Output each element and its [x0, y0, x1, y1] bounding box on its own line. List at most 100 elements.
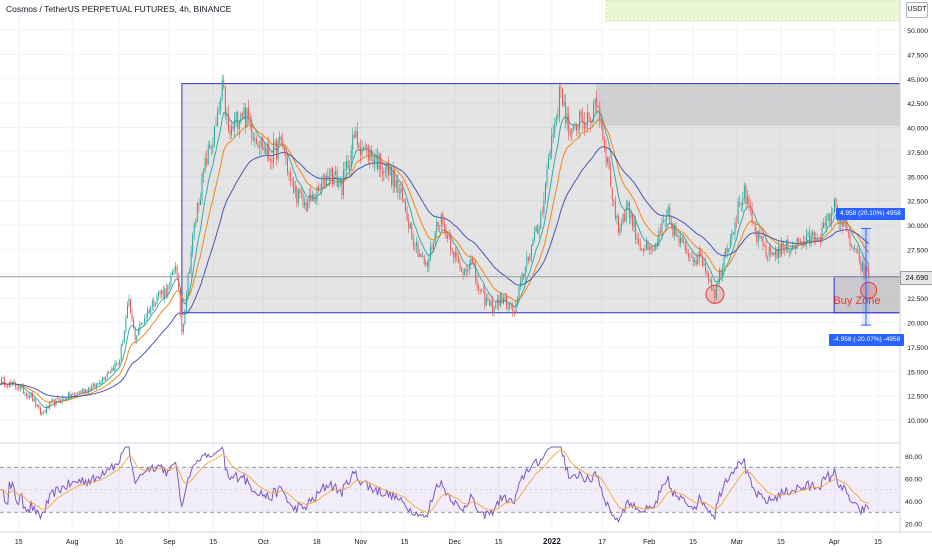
candle-body: [551, 136, 553, 153]
candle-body: [849, 233, 851, 246]
candle-body: [778, 246, 779, 258]
candle-body: [459, 262, 461, 269]
candle-body: [147, 309, 149, 317]
candle-body: [451, 249, 453, 252]
candle-body: [44, 411, 46, 413]
candle-body: [835, 198, 837, 207]
y-tick-label: 37.500: [907, 150, 928, 157]
candle-body: [562, 88, 564, 105]
candle-body: [408, 220, 410, 229]
candle-body: [756, 231, 758, 242]
candle-body: [229, 129, 231, 135]
candle-body: [150, 306, 152, 314]
candle-body: [552, 133, 554, 137]
candle-body: [557, 116, 559, 118]
candle-body: [723, 257, 725, 268]
candle-body: [745, 185, 747, 204]
candle-body: [485, 298, 487, 306]
candle-body: [313, 194, 315, 202]
candle-body: [168, 284, 170, 286]
candle-body: [447, 235, 449, 239]
candle-body: [94, 383, 96, 388]
candle-body: [347, 161, 349, 169]
candle-body: [631, 213, 633, 227]
candle-body: [790, 248, 792, 253]
candle-body: [764, 245, 766, 247]
candle-body: [627, 202, 629, 207]
candle-body: [656, 242, 658, 246]
candle-body: [296, 187, 298, 204]
candle-body: [300, 193, 302, 194]
candle-body: [541, 212, 543, 213]
candle-body: [4, 378, 6, 387]
candle-body: [739, 201, 741, 203]
candle-body: [420, 254, 422, 258]
candle-body: [29, 396, 31, 398]
candle-body: [92, 383, 94, 387]
candle-body: [78, 391, 80, 394]
candle-body: [801, 241, 803, 245]
candle-body: [125, 318, 127, 331]
candle-body: [415, 242, 417, 247]
candle-body: [391, 166, 393, 186]
candle-body: [792, 245, 793, 249]
candle-body: [10, 381, 12, 384]
candle-body: [602, 123, 604, 140]
last-price-tag: 24.690: [900, 271, 932, 285]
candle-body: [426, 262, 428, 267]
candle-body: [439, 225, 441, 227]
candle-body: [750, 204, 752, 209]
candle-body: [332, 168, 334, 185]
candle-body: [846, 222, 848, 232]
candle-body: [321, 182, 323, 189]
candle-body: [61, 397, 63, 403]
candle-body: [560, 87, 562, 89]
candle-body: [414, 245, 416, 247]
candle-body: [181, 315, 183, 333]
candle-body: [788, 251, 790, 253]
candle-body: [737, 201, 739, 223]
candle-body: [55, 398, 57, 406]
candle-body: [274, 141, 276, 142]
candle-body: [262, 138, 264, 150]
candle-body: [583, 121, 585, 129]
candle-body: [89, 388, 91, 391]
candle-body: [122, 342, 124, 345]
candle-body: [342, 170, 344, 195]
candle-body: [771, 252, 773, 255]
candle-body: [532, 239, 534, 246]
candle-body: [819, 238, 821, 242]
candle-body: [495, 304, 497, 309]
candle-body: [341, 180, 343, 195]
candle-body: [182, 324, 184, 333]
x-tick-label: Oct: [258, 539, 269, 546]
candle-body: [593, 103, 595, 123]
candle-body: [478, 285, 480, 290]
candle-body: [21, 386, 23, 387]
candle-body: [866, 267, 868, 270]
candle-body: [586, 112, 588, 127]
candle-body: [349, 166, 351, 169]
candle-body: [476, 278, 478, 286]
candle-body: [681, 237, 683, 242]
candle-body: [291, 178, 293, 181]
candle-body: [70, 394, 72, 397]
candle-body: [436, 221, 438, 232]
candle-body: [204, 158, 206, 172]
candle-body: [316, 187, 318, 202]
currency-button[interactable]: USDT: [906, 2, 928, 18]
candle-body: [670, 222, 672, 224]
x-tick-label: 15: [495, 539, 503, 546]
candle-body: [694, 259, 696, 263]
candle-body: [156, 295, 158, 305]
candle-body: [781, 242, 783, 255]
candle-body: [39, 407, 41, 415]
candle-body: [784, 249, 786, 251]
candle-body: [638, 238, 640, 244]
candle-body: [582, 115, 584, 122]
candle-body: [456, 252, 458, 257]
candle-body: [776, 249, 778, 258]
candle-body: [465, 269, 467, 272]
candle-body: [636, 238, 638, 240]
